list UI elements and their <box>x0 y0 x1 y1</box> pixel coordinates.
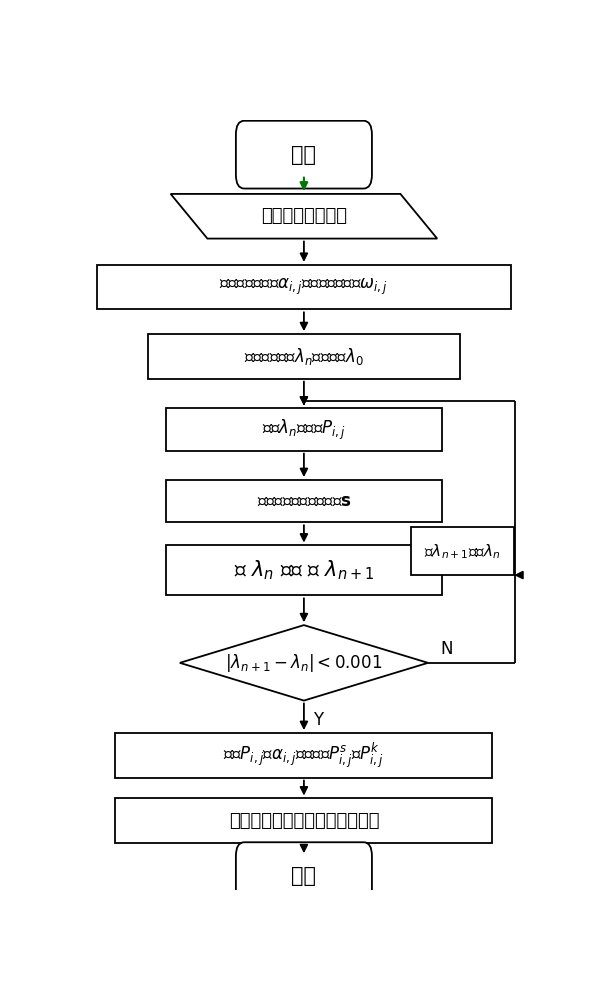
FancyBboxPatch shape <box>236 121 372 189</box>
Text: 选取对偶变量$\lambda_n$的初始值$\lambda_0$: 选取对偶变量$\lambda_n$的初始值$\lambda_0$ <box>244 346 364 367</box>
Bar <box>411 527 514 575</box>
Text: 开始: 开始 <box>291 145 317 165</box>
Text: 用 $\lambda_n$ 计算 出 $\lambda_{n+1}$: 用 $\lambda_n$ 计算 出 $\lambda_{n+1}$ <box>234 559 374 582</box>
Bar <box>116 733 492 778</box>
Text: 结束: 结束 <box>291 866 317 886</box>
Bar <box>166 408 442 451</box>
Text: 应用匈牙利算法计算出$\mathbf{s}$: 应用匈牙利算法计算出$\mathbf{s}$ <box>257 492 351 510</box>
Text: N: N <box>440 640 452 658</box>
Bar <box>148 334 460 379</box>
Text: Y: Y <box>313 711 323 729</box>
Bar <box>97 265 511 309</box>
Bar <box>116 798 492 843</box>
Polygon shape <box>180 625 428 701</box>
Bar <box>166 545 442 595</box>
Text: 将资源分配信息广播给所有节点: 将资源分配信息广播给所有节点 <box>229 812 379 830</box>
Polygon shape <box>171 194 437 239</box>
Bar <box>166 480 442 522</box>
Text: 根据$P_{i,j}$与$\alpha_{i,j}$的值计算$P_{i,j}^s$与$P_{i,j}^k$: 根据$P_{i,j}$与$\alpha_{i,j}$的值计算$P_{i,j}^s… <box>224 741 384 770</box>
Text: $|\lambda_{n+1}-\lambda_n|<0.001$: $|\lambda_{n+1}-\lambda_n|<0.001$ <box>225 652 382 674</box>
FancyBboxPatch shape <box>236 842 372 910</box>
Text: 应用二分法计算$\alpha_{i,j}$从而获得最大的$\omega_{i,j}$: 应用二分法计算$\alpha_{i,j}$从而获得最大的$\omega_{i,j… <box>219 277 388 297</box>
Text: 获取瞬时信道信息: 获取瞬时信道信息 <box>261 207 347 225</box>
Text: 根据$\lambda_n$计算出$P_{i,j}$: 根据$\lambda_n$计算出$P_{i,j}$ <box>262 417 346 442</box>
Text: 用$\lambda_{n+1}$代替$\lambda_n$: 用$\lambda_{n+1}$代替$\lambda_n$ <box>424 542 500 561</box>
